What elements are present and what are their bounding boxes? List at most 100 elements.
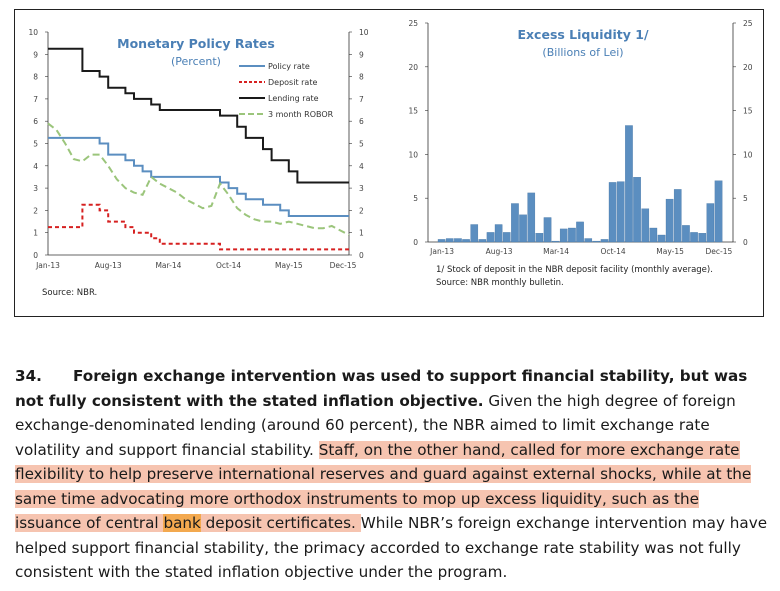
right-y2tick-label: 15	[743, 107, 753, 116]
left-ytick-label: 1	[33, 229, 38, 238]
left-source: Source: NBR.	[42, 288, 97, 298]
highlighted-text-end: deposit certificates.	[200, 514, 361, 532]
legend-label-0: Policy rate	[268, 62, 310, 71]
bar	[543, 217, 552, 243]
left-ytick-label: 0	[33, 251, 38, 260]
left-ytick-label: 3	[33, 184, 38, 193]
bar	[616, 181, 625, 243]
bar	[445, 238, 454, 243]
right-y2tick-label: 10	[743, 150, 753, 159]
right-ytick-label: 20	[408, 63, 418, 72]
right-xtick-label: May-15	[656, 247, 684, 256]
bar	[600, 239, 609, 243]
left-ytick-label: 7	[33, 95, 38, 104]
right-ytick-label: 15	[408, 107, 418, 116]
right-ytick-label: 5	[413, 194, 418, 203]
bar	[592, 240, 601, 243]
bar	[625, 125, 633, 243]
legend-label-3: 3 month ROBOR	[268, 110, 334, 119]
left-xtick-label: Jan-13	[35, 261, 60, 270]
right-chart-subtitle: (Billions of Lei)	[542, 46, 623, 59]
right-ytick-label: 0	[413, 238, 418, 247]
left-y2tick-label: 2	[359, 206, 364, 215]
bar	[714, 180, 723, 243]
bar	[494, 224, 503, 243]
paragraph-number: 34.	[15, 367, 42, 385]
left-chart-subtitle: (Percent)	[171, 55, 221, 68]
bar	[690, 232, 698, 243]
left-chart-title: Monetary Policy Rates	[117, 36, 275, 51]
left-y2tick-label: 0	[359, 251, 364, 260]
left-y2tick-label: 3	[359, 184, 364, 193]
right-xtick-label: Mar-14	[543, 247, 569, 256]
left-legend: Policy rate Deposit rate Lending rate 3 mon…	[239, 62, 334, 119]
paragraph-34: 34. Foreign exchange intervention was use…	[15, 364, 770, 585]
left-ytick-label: 8	[33, 73, 38, 82]
figure-panel: 0 0 1 1 2 2 3 3 4 4 5 5 6 6 7 7 8 8 9 9 10 10 Jan-13 Aug-13 Mar…	[14, 9, 764, 317]
left-ytick-label: 10	[28, 28, 38, 37]
bar	[665, 198, 674, 243]
right-chart-title: Excess Liquidity 1/	[517, 27, 649, 42]
excess-liquidity-chart: 0 0 5 5 10 10 15 15 20 20 25 25 Jan-13 Aug-13 Mar-14 O…	[408, 19, 752, 288]
paragraph-text-2: While NBR’s foreign exchange interventio…	[15, 514, 768, 581]
left-y2tick-label: 7	[359, 95, 364, 104]
bar	[706, 203, 715, 243]
right-ytick-label: 10	[408, 150, 418, 159]
bar	[511, 203, 519, 243]
bar	[502, 232, 511, 243]
series-line-2	[48, 47, 349, 184]
left-y2tick-label: 9	[359, 50, 364, 59]
bar	[568, 227, 576, 243]
right-y2tick-label: 25	[743, 19, 753, 28]
right-source: Source: NBR monthly bulletin.	[436, 278, 564, 288]
bar	[519, 214, 527, 243]
legend-label-1: Deposit rate	[268, 78, 317, 87]
series-line-3	[47, 122, 350, 236]
left-ytick-label: 2	[33, 206, 38, 215]
legend-label-2: Lending rate	[268, 94, 319, 103]
left-y2tick-label: 5	[359, 140, 364, 149]
bar	[462, 239, 470, 243]
left-y2tick-label: 8	[359, 73, 364, 82]
left-xtick-label: May-15	[275, 261, 303, 270]
bar	[682, 225, 690, 243]
bar	[608, 182, 617, 243]
left-ytick-label: 9	[33, 50, 38, 59]
monetary-policy-rates-chart: 0 0 1 1 2 2 3 3 4 4 5 5 6 6 7 7 8 8 9 9 10 10 Jan-13 Aug-13 Mar…	[28, 28, 368, 298]
left-ytick-label: 6	[33, 117, 38, 126]
bar	[698, 233, 707, 243]
bar	[437, 239, 446, 243]
bar	[535, 233, 544, 243]
bar	[454, 238, 462, 243]
bar	[527, 192, 536, 243]
left-y2tick-label: 4	[359, 162, 364, 171]
bar	[478, 239, 487, 243]
bar	[486, 232, 495, 243]
series-line-0	[48, 136, 349, 217]
bar	[551, 240, 560, 243]
right-ytick-label: 25	[408, 19, 418, 28]
bar	[584, 238, 593, 243]
right-y2tick-label: 20	[743, 63, 753, 72]
bar	[657, 234, 666, 243]
bar	[576, 221, 584, 243]
bar	[641, 208, 650, 243]
right-y2tick-label: 0	[743, 238, 748, 247]
paragraph-text-1: Given the high degree of foreign exchang…	[15, 391, 736, 459]
left-xtick-label: Oct-14	[216, 261, 241, 270]
right-xtick-label: Dec-15	[706, 247, 733, 256]
right-footnote: 1/ Stock of deposit in the NBR deposit f…	[436, 265, 713, 275]
bar	[673, 189, 682, 243]
bar	[649, 227, 658, 243]
right-xtick-label: Oct-14	[600, 247, 625, 256]
left-ytick-label: 5	[33, 140, 38, 149]
right-y2tick-label: 5	[743, 194, 748, 203]
left-xtick-label: Mar-14	[155, 261, 181, 270]
left-y2tick-label: 10	[359, 28, 369, 37]
right-xtick-label: Aug-13	[486, 247, 513, 256]
highlighted-word: bank	[163, 514, 201, 532]
left-xtick-label: Aug-13	[95, 261, 122, 270]
left-y2tick-label: 1	[359, 229, 364, 238]
left-y2tick-label: 6	[359, 117, 364, 126]
series-line-1	[48, 203, 349, 251]
